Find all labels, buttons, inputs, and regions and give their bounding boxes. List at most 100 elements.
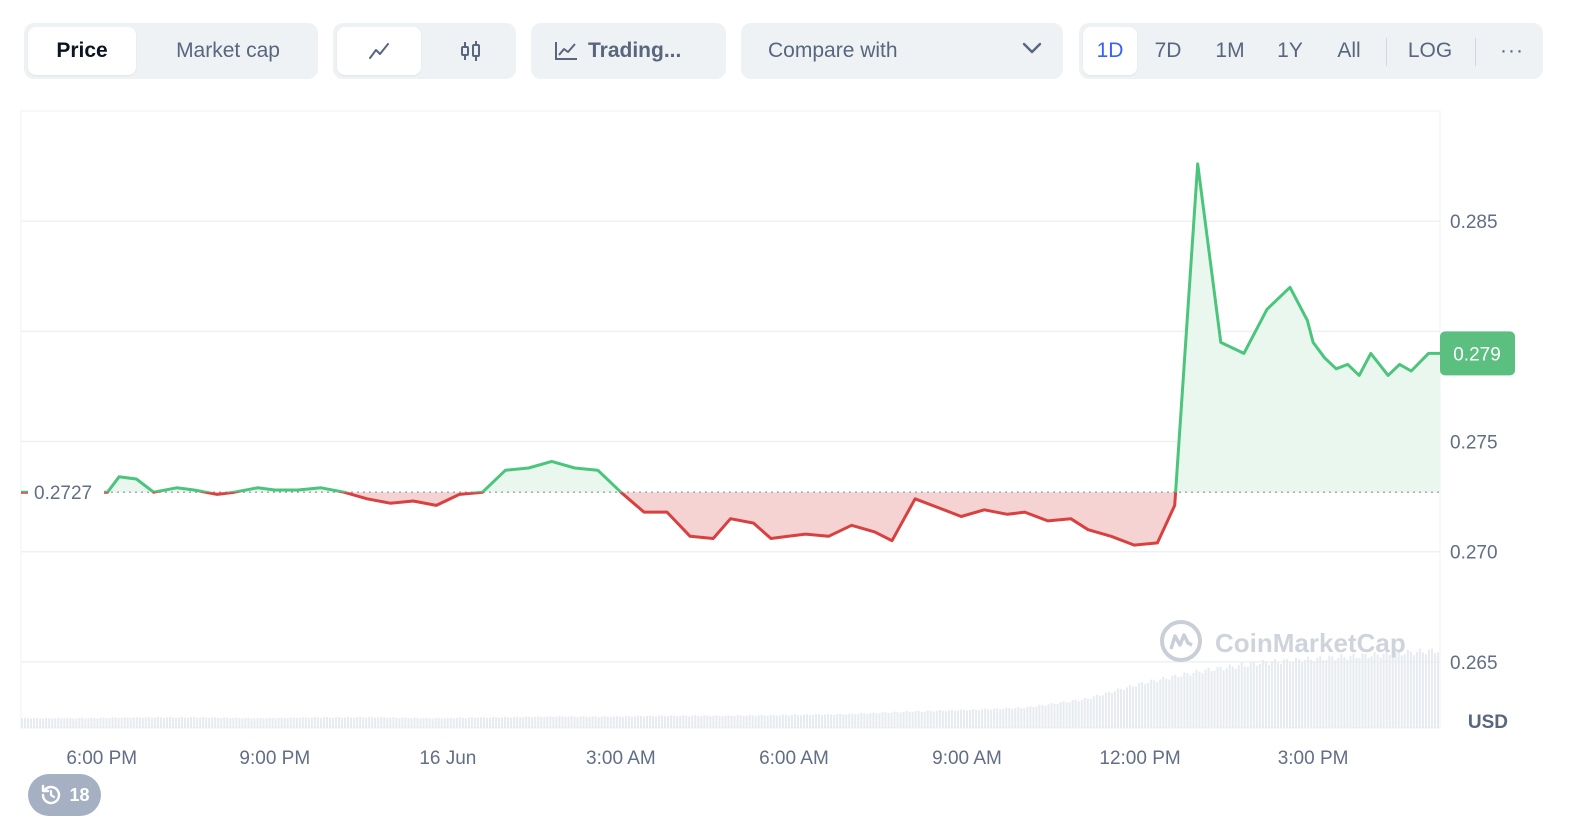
volume-bar [1255,665,1258,728]
volume-bar [504,716,507,728]
volume-bar [1409,651,1412,728]
volume-bar [652,716,655,728]
more-options-button[interactable]: ··· [1500,39,1524,62]
volume-bar [283,717,286,728]
volume-bar [1264,661,1267,728]
volume-bar [1113,691,1116,728]
volume-bar [969,710,972,728]
currency-label: USD [1468,712,1508,733]
volume-bar [398,718,401,728]
volume-bar [461,717,464,728]
volume-bar [344,717,347,728]
volume-bar [633,716,636,728]
volume-bar [1246,666,1249,728]
volume-bar [854,714,857,728]
volume-bar [90,717,93,728]
volume-bar [1322,660,1325,728]
volume-bar [929,710,932,728]
volume-bar [1394,651,1397,728]
volume-bar [573,716,576,728]
volume-bar [144,717,147,728]
volume-bar [996,708,999,728]
volume-bar [609,717,612,728]
volume-bar [540,716,543,728]
range-7d[interactable]: 7D [1154,39,1182,62]
volume-bar [1334,660,1337,728]
volume-bar [184,717,187,728]
x-tick-label: 3:00 AM [586,748,656,769]
volume-bar [307,717,310,728]
volume-bar [1156,682,1159,728]
history-icon [39,783,63,807]
x-tick-label: 6:00 AM [759,748,829,769]
line-chart-button[interactable] [337,27,421,75]
volume-bar [558,716,561,728]
volume-bar [202,717,205,728]
volume-bar [75,718,78,728]
volume-bar [268,717,271,728]
volume-bar [700,716,703,728]
volume-bar [223,717,226,728]
volume-bar [190,717,193,728]
volume-bar [341,717,344,728]
range-1d[interactable]: 1D [1083,27,1137,75]
volume-bar [824,714,827,728]
range-1m[interactable]: 1M [1215,39,1245,62]
volume-bar [694,715,697,728]
volume-bar [866,713,869,728]
volume-bar [1198,671,1201,728]
range-all[interactable]: All [1337,39,1361,62]
volume-bar [392,717,395,728]
history-badge[interactable]: 18 [28,774,101,816]
market-cap-tab[interactable]: Market cap [176,39,280,62]
volume-bar [1307,656,1310,728]
volume-bar [1053,703,1056,728]
volume-bar [301,717,304,728]
volume-bar [1430,648,1433,728]
volume-bar [1065,702,1068,728]
volume-bar [123,717,126,728]
volume-bar [815,714,818,728]
candlestick-button[interactable] [429,27,513,75]
current-price-badge: 0.279 [1440,331,1515,376]
volume-bar [1388,655,1391,728]
volume-bar [1168,679,1171,728]
volume-bar [356,717,359,728]
tradingview-button[interactable]: Trading... [531,23,726,79]
volume-bar [552,716,555,728]
volume-bar [1135,686,1138,728]
price-tab[interactable]: Price [28,27,136,75]
volume-bar [612,716,615,728]
price-line-down [21,492,1178,547]
volume-bar [147,717,150,728]
volume-bar [549,716,552,728]
compare-with-dropdown[interactable]: Compare with [741,23,1063,79]
volume-bar [256,717,259,728]
volume-bar [984,708,987,728]
volume-bar [1144,684,1147,728]
volume-bar [132,717,135,728]
volume-bar [1397,651,1400,728]
volume-bar [304,717,307,728]
volume-bar [1361,653,1364,728]
volume-bar [836,714,839,728]
volume-bar [709,716,712,728]
volume-bar [1104,692,1107,728]
volume-bar [516,716,519,728]
volume-bar [150,717,153,728]
volume-bar [591,716,594,728]
volume-bar [857,713,860,728]
x-tick-label: 9:00 PM [239,748,310,769]
volume-bar [655,716,658,728]
volume-bar [33,718,36,728]
log-scale-button[interactable]: LOG [1407,39,1453,62]
range-1y[interactable]: 1Y [1277,39,1303,62]
volume-bar [1044,705,1047,728]
volume-bar [627,716,630,728]
volume-bar [938,710,941,728]
volume-bar [1225,668,1228,728]
volume-bar [926,710,929,728]
volume-bar [990,709,993,728]
price-chart[interactable]: CoinMarketCap 0.2727 0.285 0.275 0.270 0.26… [0,100,1570,790]
volume-bar [374,717,377,728]
